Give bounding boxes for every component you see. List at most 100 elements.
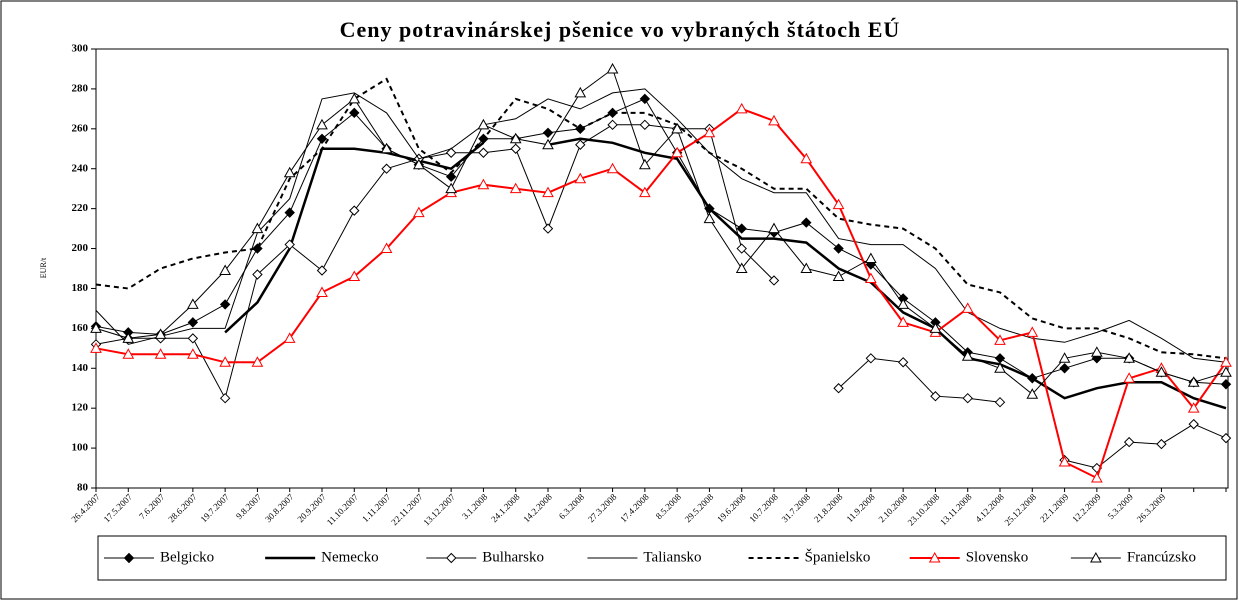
marker: [219, 392, 231, 404]
marker: [381, 163, 392, 174]
marker: [1188, 418, 1199, 430]
marker: [509, 132, 522, 144]
y-tick-label: 260: [72, 122, 89, 134]
marker: [994, 396, 1006, 408]
marker: [962, 392, 973, 404]
legend-label: Francúzsko: [1127, 549, 1196, 565]
marker: [445, 182, 457, 194]
marker: [1123, 352, 1135, 363]
marker: [187, 348, 199, 359]
y-tick-label: 120: [72, 402, 89, 414]
marker: [90, 322, 102, 333]
marker: [735, 102, 748, 114]
y-tick-label: 100: [72, 442, 89, 454]
series-line: [95, 98, 1227, 385]
y-tick-label: 200: [72, 242, 89, 254]
legend-label: Slovensko: [966, 549, 1029, 565]
plot-area: [95, 48, 1229, 489]
marker: [154, 348, 167, 359]
marker: [477, 178, 490, 190]
y-tick-label: 160: [72, 322, 89, 334]
marker: [154, 328, 167, 339]
marker: [929, 322, 942, 333]
marker: [639, 93, 651, 105]
marker: [800, 262, 813, 273]
y-tick-label: 80: [77, 482, 89, 494]
marker: [446, 552, 457, 564]
marker: [542, 223, 554, 234]
y-tick-label: 140: [72, 362, 89, 374]
marker: [283, 332, 296, 343]
marker: [252, 243, 263, 254]
marker: [1123, 372, 1135, 383]
marker: [928, 551, 941, 563]
marker: [284, 239, 295, 250]
marker: [349, 205, 360, 216]
marker: [348, 270, 361, 281]
marker: [768, 114, 780, 126]
marker: [639, 158, 651, 170]
marker: [219, 299, 231, 310]
marker: [832, 198, 845, 210]
marker: [542, 127, 554, 139]
marker: [1091, 471, 1103, 483]
marker: [1058, 456, 1071, 467]
marker: [316, 265, 328, 276]
marker: [639, 119, 651, 131]
y-axis-label: EUR/t: [39, 257, 48, 278]
marker: [574, 172, 587, 184]
y-tick-label: 240: [72, 162, 89, 174]
marker: [574, 86, 587, 98]
marker: [542, 138, 554, 150]
marker: [219, 356, 231, 367]
marker: [833, 243, 844, 254]
marker: [445, 147, 457, 158]
series: [95, 77, 1227, 360]
series: [95, 88, 1227, 363]
marker: [1090, 551, 1102, 563]
marker: [801, 217, 812, 228]
marker: [478, 147, 489, 158]
y-tick-label: 300: [72, 43, 89, 55]
marker: [122, 332, 135, 343]
marker: [1187, 402, 1200, 413]
legend-label: Nemecko: [321, 549, 378, 565]
marker: [865, 252, 877, 264]
marker: [187, 333, 199, 344]
marker: [1026, 326, 1039, 337]
marker: [187, 298, 199, 309]
marker: [251, 356, 264, 367]
marker: [316, 118, 328, 130]
marker: [316, 133, 328, 145]
marker: [768, 275, 780, 286]
marker: [413, 158, 425, 170]
marker: [380, 242, 393, 254]
marker: [413, 206, 425, 218]
marker: [219, 264, 231, 275]
marker: [736, 243, 747, 254]
marker: [961, 302, 974, 313]
marker: [477, 118, 490, 130]
marker: [1059, 363, 1070, 374]
marker: [703, 212, 716, 224]
marker: [606, 62, 619, 74]
marker: [575, 139, 586, 150]
marker: [833, 383, 844, 394]
marker: [349, 107, 360, 119]
marker: [122, 348, 135, 359]
marker: [542, 186, 554, 198]
marker: [1058, 352, 1071, 363]
marker: [1155, 366, 1168, 377]
series-line: [95, 68, 1227, 395]
legend-label: Belgicko: [160, 549, 214, 565]
marker: [1156, 438, 1167, 450]
legend-label: Španielsko: [805, 548, 871, 565]
marker: [606, 162, 619, 174]
marker: [671, 122, 683, 134]
marker: [316, 286, 328, 297]
series-line: [95, 124, 1227, 469]
marker: [961, 350, 974, 361]
marker: [865, 353, 877, 364]
marker: [768, 222, 780, 234]
